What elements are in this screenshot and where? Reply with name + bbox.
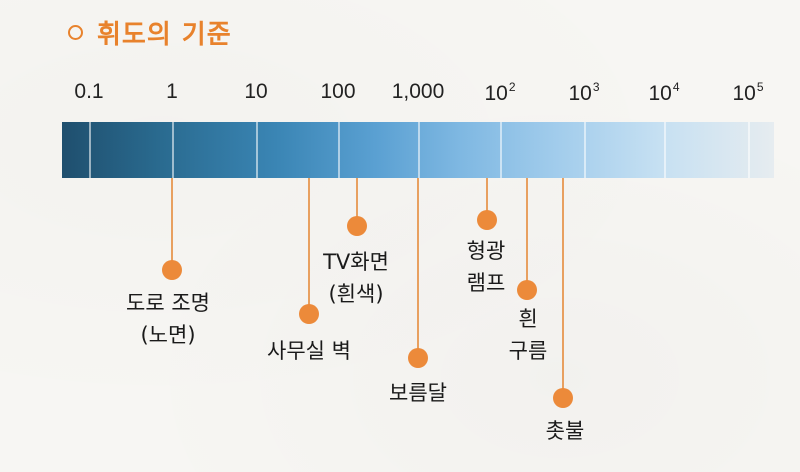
leader-line [562, 178, 564, 398]
bar-divider [500, 122, 502, 178]
bar-divider [748, 122, 750, 178]
tick-label: 103 [568, 80, 600, 105]
annotation-white-cloud: 흰 구름 [508, 307, 548, 363]
annotation-office-wall: 사무실 벽 [267, 339, 351, 363]
leader-line [308, 178, 310, 314]
bar-divider [664, 122, 666, 178]
tick-label: 102 [484, 80, 516, 105]
bar-divider [584, 122, 586, 178]
annotation-road-lighting: 도로 조명 (노면) [126, 291, 210, 347]
section-title: 휘도의 기준 [68, 10, 232, 54]
leader-line [526, 178, 528, 290]
leader-line [486, 178, 488, 220]
tick-label: 105 [732, 80, 764, 105]
circle-bullet-icon [68, 24, 83, 40]
marker-dot [347, 216, 367, 236]
marker-dot [553, 388, 573, 408]
bar-divider [256, 122, 258, 178]
marker-dot [517, 280, 537, 300]
luminance-scale-bar [62, 122, 774, 178]
annotation-full-moon: 보름달 [389, 381, 447, 405]
bar-divider [172, 122, 174, 178]
tick-label: 10 [244, 80, 268, 103]
leader-line [356, 178, 358, 226]
marker-dot [299, 304, 319, 324]
bar-divider [89, 122, 91, 178]
bar-divider [338, 122, 340, 178]
tick-label: 100 [320, 80, 356, 103]
tick-label: 104 [648, 80, 680, 105]
leader-line [417, 178, 419, 358]
tick-label: 0.1 [74, 80, 104, 103]
annotation-tv-screen: TV화면 (흰색) [323, 250, 389, 306]
marker-dot [477, 210, 497, 230]
bar-divider [418, 122, 420, 178]
annotation-candle: 촛불 [545, 419, 585, 443]
tick-label: 1,000 [391, 80, 445, 103]
tick-label: 1 [166, 80, 178, 103]
marker-dot [408, 348, 428, 368]
leader-line [171, 178, 173, 270]
marker-dot [162, 260, 182, 280]
title-text: 휘도의 기준 [97, 19, 232, 50]
annotation-fluorescent-lamp: 형광 램프 [466, 239, 506, 295]
